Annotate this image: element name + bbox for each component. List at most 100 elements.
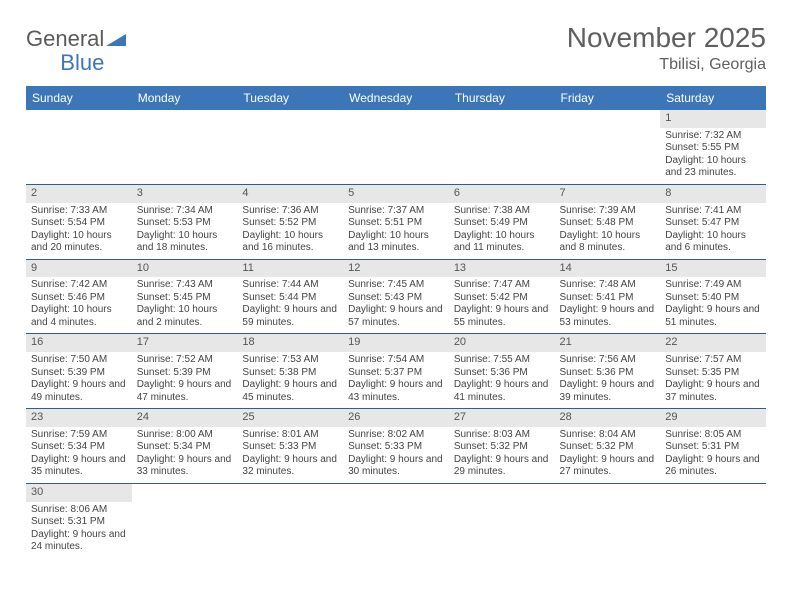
calendar-day: 2Sunrise: 7:33 AMSunset: 5:54 PMDaylight…: [26, 184, 132, 259]
day-details: Sunrise: 7:56 AMSunset: 5:36 PMDaylight:…: [555, 352, 661, 408]
day-number: 1: [660, 110, 766, 128]
calendar-empty: [237, 483, 343, 557]
day-details: Sunrise: 7:42 AMSunset: 5:46 PMDaylight:…: [26, 277, 132, 333]
day-number: 10: [132, 260, 238, 278]
calendar-day: 16Sunrise: 7:50 AMSunset: 5:39 PMDayligh…: [26, 334, 132, 409]
calendar-week: 30Sunrise: 8:06 AMSunset: 5:31 PMDayligh…: [26, 483, 766, 557]
day-header: Sunday: [26, 86, 132, 110]
day-number: 26: [343, 409, 449, 427]
day-number: 6: [449, 185, 555, 203]
day-details: Sunrise: 7:59 AMSunset: 5:34 PMDaylight:…: [26, 427, 132, 483]
calendar-empty: [26, 110, 132, 184]
calendar-day: 19Sunrise: 7:54 AMSunset: 5:37 PMDayligh…: [343, 334, 449, 409]
day-number: 11: [237, 260, 343, 278]
day-details: Sunrise: 7:37 AMSunset: 5:51 PMDaylight:…: [343, 203, 449, 259]
calendar-day: 23Sunrise: 7:59 AMSunset: 5:34 PMDayligh…: [26, 409, 132, 484]
calendar-day: 5Sunrise: 7:37 AMSunset: 5:51 PMDaylight…: [343, 184, 449, 259]
calendar-head: SundayMondayTuesdayWednesdayThursdayFrid…: [26, 86, 766, 110]
day-header: Wednesday: [343, 86, 449, 110]
page-title: November 2025: [567, 22, 766, 54]
day-details: Sunrise: 7:49 AMSunset: 5:40 PMDaylight:…: [660, 277, 766, 333]
day-details: Sunrise: 7:44 AMSunset: 5:44 PMDaylight:…: [237, 277, 343, 333]
calendar-day: 27Sunrise: 8:03 AMSunset: 5:32 PMDayligh…: [449, 409, 555, 484]
calendar-day: 30Sunrise: 8:06 AMSunset: 5:31 PMDayligh…: [26, 483, 132, 557]
day-number: 4: [237, 185, 343, 203]
calendar-week: 23Sunrise: 7:59 AMSunset: 5:34 PMDayligh…: [26, 409, 766, 484]
calendar-day: 26Sunrise: 8:02 AMSunset: 5:33 PMDayligh…: [343, 409, 449, 484]
day-details: Sunrise: 7:36 AMSunset: 5:52 PMDaylight:…: [237, 203, 343, 259]
day-number: 19: [343, 334, 449, 352]
day-details: Sunrise: 7:32 AMSunset: 5:55 PMDaylight:…: [660, 128, 766, 184]
day-details: Sunrise: 7:52 AMSunset: 5:39 PMDaylight:…: [132, 352, 238, 408]
day-details: Sunrise: 8:00 AMSunset: 5:34 PMDaylight:…: [132, 427, 238, 483]
calendar-empty: [660, 483, 766, 557]
day-number: 24: [132, 409, 238, 427]
logo-triangle-icon: [106, 26, 126, 52]
day-details: Sunrise: 7:57 AMSunset: 5:35 PMDaylight:…: [660, 352, 766, 408]
calendar-empty: [132, 483, 238, 557]
brand-part2: Blue: [60, 50, 104, 76]
day-details: Sunrise: 7:50 AMSunset: 5:39 PMDaylight:…: [26, 352, 132, 408]
day-details: Sunrise: 7:39 AMSunset: 5:48 PMDaylight:…: [555, 203, 661, 259]
calendar-day: 17Sunrise: 7:52 AMSunset: 5:39 PMDayligh…: [132, 334, 238, 409]
day-header-row: SundayMondayTuesdayWednesdayThursdayFrid…: [26, 86, 766, 110]
day-details: Sunrise: 7:43 AMSunset: 5:45 PMDaylight:…: [132, 277, 238, 333]
day-number: 29: [660, 409, 766, 427]
day-header: Tuesday: [237, 86, 343, 110]
day-number: 9: [26, 260, 132, 278]
calendar-day: 15Sunrise: 7:49 AMSunset: 5:40 PMDayligh…: [660, 259, 766, 334]
day-number: 20: [449, 334, 555, 352]
calendar-day: 8Sunrise: 7:41 AMSunset: 5:47 PMDaylight…: [660, 184, 766, 259]
day-number: 23: [26, 409, 132, 427]
calendar-day: 13Sunrise: 7:47 AMSunset: 5:42 PMDayligh…: [449, 259, 555, 334]
calendar-day: 20Sunrise: 7:55 AMSunset: 5:36 PMDayligh…: [449, 334, 555, 409]
calendar-day: 12Sunrise: 7:45 AMSunset: 5:43 PMDayligh…: [343, 259, 449, 334]
calendar-day: 18Sunrise: 7:53 AMSunset: 5:38 PMDayligh…: [237, 334, 343, 409]
day-header: Thursday: [449, 86, 555, 110]
calendar-day: 14Sunrise: 7:48 AMSunset: 5:41 PMDayligh…: [555, 259, 661, 334]
calendar-table: SundayMondayTuesdayWednesdayThursdayFrid…: [26, 86, 766, 558]
calendar-empty: [237, 110, 343, 184]
calendar-day: 6Sunrise: 7:38 AMSunset: 5:49 PMDaylight…: [449, 184, 555, 259]
day-details: Sunrise: 8:02 AMSunset: 5:33 PMDaylight:…: [343, 427, 449, 483]
calendar-day: 4Sunrise: 7:36 AMSunset: 5:52 PMDaylight…: [237, 184, 343, 259]
calendar-day: 21Sunrise: 7:56 AMSunset: 5:36 PMDayligh…: [555, 334, 661, 409]
day-header: Monday: [132, 86, 238, 110]
day-details: Sunrise: 7:34 AMSunset: 5:53 PMDaylight:…: [132, 203, 238, 259]
day-number: 30: [26, 484, 132, 502]
calendar-day: 9Sunrise: 7:42 AMSunset: 5:46 PMDaylight…: [26, 259, 132, 334]
calendar-day: 22Sunrise: 7:57 AMSunset: 5:35 PMDayligh…: [660, 334, 766, 409]
calendar-day: 11Sunrise: 7:44 AMSunset: 5:44 PMDayligh…: [237, 259, 343, 334]
calendar-empty: [449, 483, 555, 557]
day-details: Sunrise: 8:01 AMSunset: 5:33 PMDaylight:…: [237, 427, 343, 483]
day-number: 17: [132, 334, 238, 352]
brand-part1: General: [26, 26, 104, 52]
calendar-day: 29Sunrise: 8:05 AMSunset: 5:31 PMDayligh…: [660, 409, 766, 484]
day-header: Friday: [555, 86, 661, 110]
calendar-day: 28Sunrise: 8:04 AMSunset: 5:32 PMDayligh…: [555, 409, 661, 484]
day-number: 3: [132, 185, 238, 203]
day-details: Sunrise: 8:05 AMSunset: 5:31 PMDaylight:…: [660, 427, 766, 483]
calendar-empty: [343, 483, 449, 557]
calendar-day: 7Sunrise: 7:39 AMSunset: 5:48 PMDaylight…: [555, 184, 661, 259]
day-details: Sunrise: 8:03 AMSunset: 5:32 PMDaylight:…: [449, 427, 555, 483]
calendar-page: General November 2025 Tbilisi, Georgia G…: [0, 0, 792, 580]
calendar-body: 1Sunrise: 7:32 AMSunset: 5:55 PMDaylight…: [26, 110, 766, 558]
day-details: Sunrise: 8:04 AMSunset: 5:32 PMDaylight:…: [555, 427, 661, 483]
day-number: 14: [555, 260, 661, 278]
day-details: Sunrise: 7:54 AMSunset: 5:37 PMDaylight:…: [343, 352, 449, 408]
day-header: Saturday: [660, 86, 766, 110]
day-number: 5: [343, 185, 449, 203]
brand-logo: General: [26, 26, 126, 52]
title-block: November 2025 Tbilisi, Georgia: [567, 22, 766, 74]
calendar-day: 10Sunrise: 7:43 AMSunset: 5:45 PMDayligh…: [132, 259, 238, 334]
calendar-day: 24Sunrise: 8:00 AMSunset: 5:34 PMDayligh…: [132, 409, 238, 484]
day-number: 28: [555, 409, 661, 427]
calendar-week: 2Sunrise: 7:33 AMSunset: 5:54 PMDaylight…: [26, 184, 766, 259]
day-number: 18: [237, 334, 343, 352]
day-details: Sunrise: 7:53 AMSunset: 5:38 PMDaylight:…: [237, 352, 343, 408]
calendar-day: 1Sunrise: 7:32 AMSunset: 5:55 PMDaylight…: [660, 110, 766, 184]
day-details: Sunrise: 7:33 AMSunset: 5:54 PMDaylight:…: [26, 203, 132, 259]
day-number: 12: [343, 260, 449, 278]
calendar-empty: [343, 110, 449, 184]
